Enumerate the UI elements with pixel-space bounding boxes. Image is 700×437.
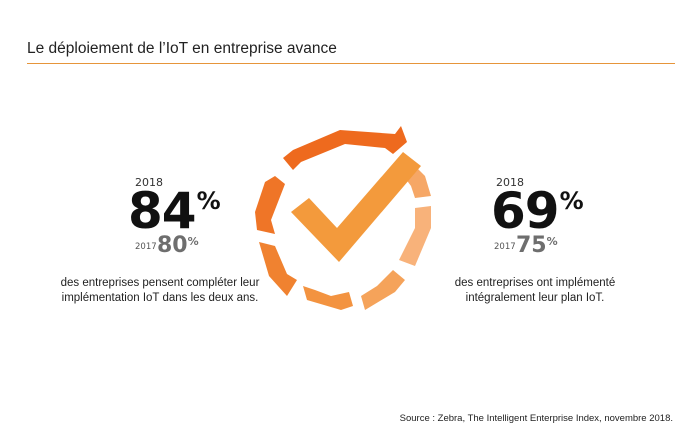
left-stat-prev-year: 2017 bbox=[135, 242, 157, 252]
cycle-segment-left-lower bbox=[259, 242, 297, 296]
left-stat-year: 2018 bbox=[135, 176, 163, 189]
right-stat-prev-unit: % bbox=[546, 235, 558, 248]
cycle-segment-top bbox=[283, 126, 407, 170]
cycle-segment-left-upper bbox=[255, 176, 285, 234]
right-stat-description: des entreprises ont implémenté intégrale… bbox=[425, 276, 645, 306]
page-title: Le déploiement de l’IoT en entreprise av… bbox=[27, 40, 337, 57]
left-stat-description: des entreprises pensent compléter leur i… bbox=[40, 276, 280, 306]
right-stat-unit: % bbox=[559, 187, 584, 215]
right-stat-prev-year: 2017 bbox=[494, 242, 516, 252]
right-stat-value: 69% bbox=[491, 186, 584, 236]
right-stat-year: 2018 bbox=[496, 176, 524, 189]
right-stat-description-line2: intégralement leur plan IoT. bbox=[465, 292, 605, 304]
left-stat-description-line1: des entreprises pensent compléter leur bbox=[60, 277, 260, 289]
right-stat-prev-number: 75 bbox=[516, 233, 547, 258]
cycle-segment-right bbox=[399, 206, 431, 266]
left-stat-prev-value: 80% bbox=[157, 235, 199, 257]
cycle-segment-bottom-right bbox=[361, 270, 405, 310]
right-stat-description-line1: des entreprises ont implémenté bbox=[454, 277, 616, 289]
left-stat-number: 84 bbox=[128, 182, 197, 240]
right-stat-prev-value: 75% bbox=[516, 235, 558, 257]
right-stat-number: 69 bbox=[491, 182, 560, 240]
left-stat-value: 84% bbox=[128, 186, 221, 236]
source-note: Source : Zebra, The Intelligent Enterpri… bbox=[399, 413, 673, 424]
left-stat-description-line2: implémentation IoT dans les deux ans. bbox=[61, 292, 259, 304]
left-stat-prev-unit: % bbox=[187, 235, 199, 248]
title-divider bbox=[27, 63, 675, 64]
left-stat-unit: % bbox=[196, 187, 221, 215]
check-mark bbox=[291, 152, 421, 262]
cycle-segment-bottom-left bbox=[303, 286, 353, 310]
checkmark-cycle-icon bbox=[255, 126, 431, 310]
left-stat-prev-number: 80 bbox=[157, 233, 188, 258]
